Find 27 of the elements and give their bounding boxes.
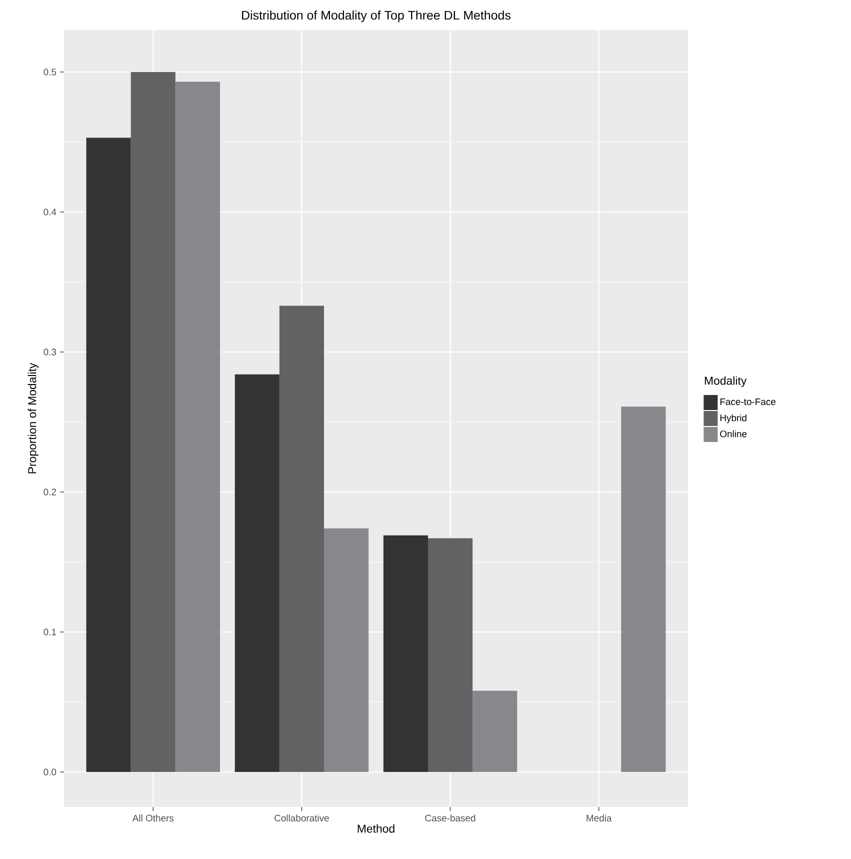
bar <box>130 72 176 772</box>
bar <box>621 406 666 772</box>
bar <box>383 535 428 772</box>
x-tick-label: Collaborative <box>274 814 329 822</box>
x-tick-label: Case-based <box>425 814 476 822</box>
bar <box>472 690 518 772</box>
bar <box>324 528 369 772</box>
legend-title: Modality <box>704 376 747 387</box>
bar <box>86 138 131 772</box>
y-tick-label: 0.3 <box>44 348 56 356</box>
bar <box>428 538 473 772</box>
legend-label: Online <box>720 430 747 438</box>
x-tick-label: Media <box>586 814 612 822</box>
y-tick-label: 0.0 <box>44 768 56 776</box>
x-axis-title: Method <box>358 824 394 833</box>
x-tick-label: All Others <box>132 814 174 822</box>
y-axis-title: Proportion of Modality <box>28 362 38 474</box>
legend-label: Hybrid <box>720 414 746 424</box>
bar <box>234 374 280 772</box>
chart-title: Distribution of Modality of Top Three DL Methods <box>242 10 510 22</box>
y-tick-label: 0.5 <box>44 68 56 76</box>
y-tick-label: 0.2 <box>44 488 56 496</box>
bar <box>175 82 220 772</box>
y-tick-label: 0.1 <box>44 628 56 636</box>
y-tick-label: 0.4 <box>44 208 56 216</box>
legend-label: Face-to-Face <box>720 398 776 406</box>
bar <box>279 306 324 772</box>
